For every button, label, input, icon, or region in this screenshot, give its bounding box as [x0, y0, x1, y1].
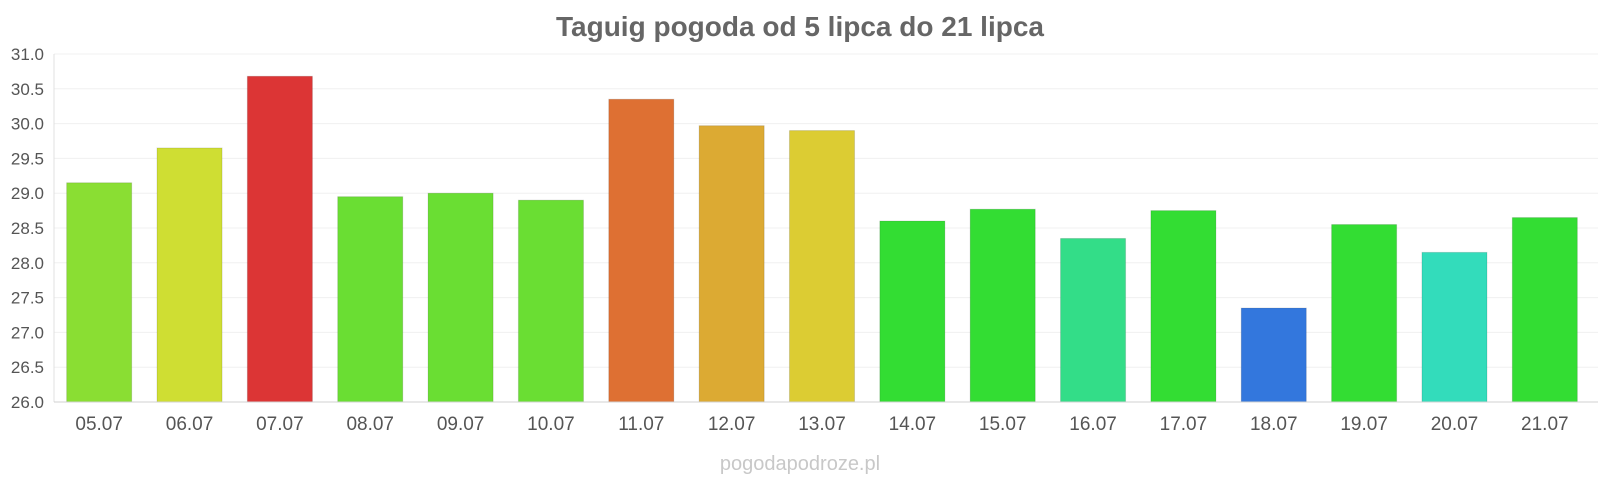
- x-tick-label: 21.07: [1521, 414, 1569, 435]
- bar-06.07: [156, 147, 223, 403]
- x-tick-label: 19.07: [1340, 414, 1388, 435]
- y-tick-label: 28.5: [11, 219, 44, 238]
- x-tick-label: 18.07: [1250, 414, 1298, 435]
- x-tick-label: 15.07: [979, 414, 1027, 435]
- x-tick-label: 17.07: [1160, 414, 1208, 435]
- x-tick-label: 20.07: [1431, 414, 1479, 435]
- y-tick-label: 28.0: [11, 254, 44, 273]
- y-tick-label: 26.0: [11, 393, 44, 412]
- bar-07.07: [246, 75, 313, 403]
- bar-19.07: [1331, 224, 1398, 403]
- y-tick-label: 26.5: [11, 358, 44, 377]
- x-tick-label: 06.07: [166, 414, 214, 435]
- bar-18.07: [1240, 307, 1307, 403]
- y-tick-label: 27.0: [11, 323, 44, 342]
- bar-20.07: [1421, 251, 1488, 403]
- bar-09.07: [427, 192, 494, 403]
- y-axis: 26.0 26.5 27.0 27.5 28.0 28.5 29.0 29.5 30.0 30.5…: [11, 45, 55, 412]
- x-tick-label: 13.07: [798, 414, 846, 435]
- bar-12.07: [698, 125, 765, 403]
- x-tick-label: 10.07: [527, 414, 575, 435]
- bar-15.07: [969, 208, 1036, 403]
- x-tick-label: 07.07: [256, 414, 304, 435]
- x-tick-label: 16.07: [1069, 414, 1117, 435]
- bar-21.07: [1511, 217, 1578, 403]
- x-axis: 05.07 06.07 07.07 08.07 09.07 10.07 11.07 12.07…: [54, 401, 1598, 435]
- bars: [66, 75, 1578, 403]
- x-tick-label: 11.07: [618, 414, 664, 435]
- y-tick-label: 30.5: [11, 80, 44, 99]
- y-tick-label: 30.0: [11, 115, 44, 134]
- x-tick-label: 05.07: [75, 414, 123, 435]
- bar-16.07: [1060, 237, 1127, 403]
- x-tick-label: 08.07: [346, 414, 394, 435]
- bar-08.07: [337, 196, 404, 403]
- y-tick-label: 29.5: [11, 149, 44, 168]
- y-tick-label: 31.0: [11, 45, 44, 64]
- y-tick-label: 29.0: [11, 184, 44, 203]
- bar-10.07: [517, 199, 584, 403]
- x-tick-label: 09.07: [437, 414, 485, 435]
- credit-text: pogodapodroze.pl: [720, 453, 880, 475]
- x-tick-label: 14.07: [889, 414, 937, 435]
- bar-14.07: [879, 220, 946, 403]
- bar-11.07: [608, 98, 675, 403]
- bar-05.07: [66, 182, 133, 403]
- y-tick-label: 27.5: [11, 289, 44, 308]
- bar-13.07: [788, 130, 856, 403]
- chart-title: Taguig pogoda od 5 lipca do 21 lipca: [556, 11, 1044, 42]
- bar-17.07: [1150, 210, 1217, 403]
- x-tick-label: 12.07: [708, 414, 756, 435]
